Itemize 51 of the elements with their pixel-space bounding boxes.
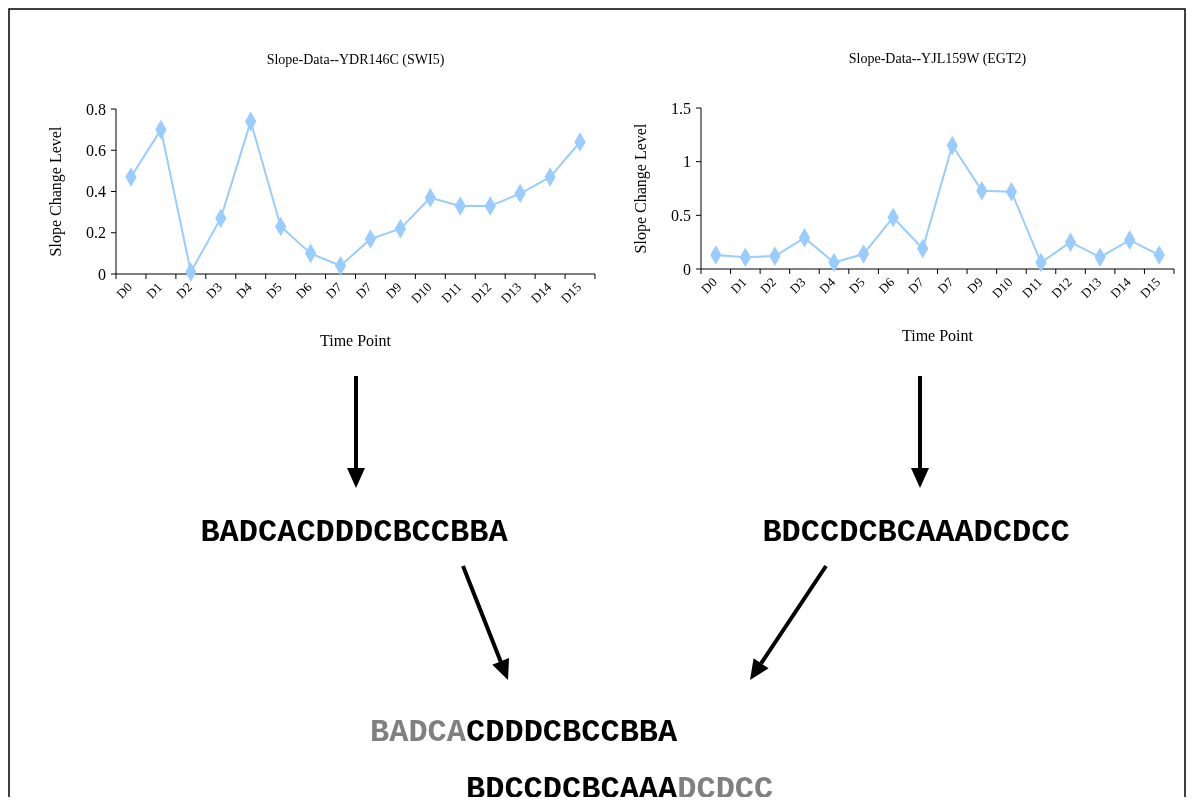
x-tick-label: D13 [1077, 274, 1105, 301]
chart-title: Slope-Data--YDR146C (SWI5) [266, 52, 445, 68]
x-tick-label: D3 [786, 274, 809, 297]
x-tick-label: D3 [203, 279, 225, 302]
x-tick-label: D9 [382, 279, 405, 302]
y-tick-label: 0 [98, 265, 106, 283]
x-axis-title: Time Point [902, 327, 974, 344]
y-tick-label: 0.4 [86, 183, 106, 201]
x-tick-label: D0 [698, 274, 720, 297]
y-tick-label: 1 [683, 153, 691, 171]
x-axis-title: Time Point [320, 332, 392, 349]
x-tick-label: D7 [934, 274, 957, 297]
x-tick-label: D2 [757, 274, 780, 297]
x-tick-label: D10 [989, 274, 1016, 301]
x-tick-label: D4 [816, 274, 839, 297]
x-tick-label: D7 [352, 279, 375, 302]
x-tick-label: D9 [964, 274, 986, 297]
y-tick-label: 0 [683, 260, 691, 278]
y-tick-label: 0.5 [671, 206, 691, 224]
x-tick-label: D6 [292, 279, 316, 302]
x-tick-label: D10 [408, 279, 435, 306]
text: CDDDCBCCBBA [466, 714, 679, 751]
x-tick-label: D1 [727, 274, 750, 297]
y-tick-label: 1.5 [671, 99, 691, 117]
x-tick-label: D15 [1136, 274, 1164, 301]
x-tick-label: D14 [1107, 274, 1135, 301]
x-tick-label: D13 [497, 279, 525, 306]
x-tick-label: D5 [262, 279, 285, 302]
y-tick-label: 0.2 [86, 224, 106, 242]
x-tick-label: D1 [143, 279, 166, 302]
x-tick-label: D11 [438, 279, 465, 306]
x-tick-label: D4 [233, 279, 256, 302]
x-tick-label: D15 [557, 279, 585, 306]
x-tick-label: D12 [467, 279, 495, 306]
x-tick-label: D7 [905, 274, 928, 297]
x-tick-label: D6 [875, 274, 898, 297]
x-tick-label: D12 [1048, 274, 1075, 301]
x-tick-label: D11 [1018, 274, 1046, 301]
y-tick-label: 0.8 [86, 100, 106, 118]
x-tick-label: D5 [845, 274, 868, 297]
x-tick-label: D7 [322, 279, 345, 302]
y-tick-label: 0.6 [86, 141, 106, 159]
chart-title: Slope-Data--YJL159W (EGT2) [848, 51, 1027, 67]
x-tick-label: D0 [113, 279, 136, 302]
y-axis-title: Slope Change Level [47, 126, 65, 257]
text: BDCCDCBCAAADCDCC [762, 514, 1070, 551]
y-axis-title: Slope Change Level [632, 123, 650, 254]
text: BADCACDDDCBCCBBA [200, 514, 509, 551]
x-tick-label: D2 [173, 279, 195, 302]
x-tick-label: D14 [527, 279, 555, 306]
text: BADCA [370, 714, 467, 751]
